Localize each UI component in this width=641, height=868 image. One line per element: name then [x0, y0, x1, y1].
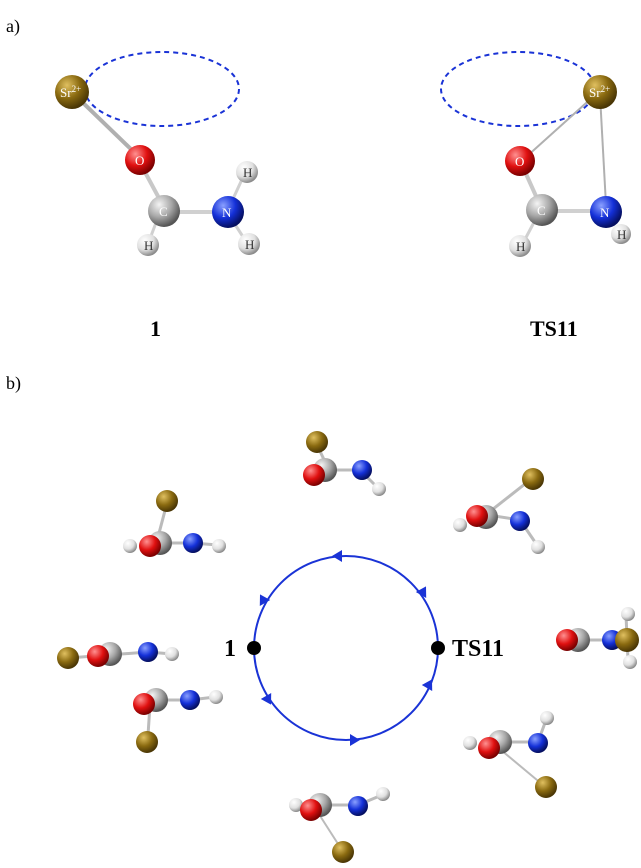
- coordination-ellipse-left: [84, 51, 240, 127]
- o-label: O: [515, 154, 524, 169]
- n-label: N: [222, 205, 232, 220]
- molecule-snapshot-right: [556, 607, 639, 669]
- c-label: C: [159, 204, 168, 219]
- hydrogen-atom: [238, 233, 260, 255]
- pathway-circle: [253, 555, 439, 741]
- strontium-atom: [583, 75, 617, 109]
- o-label: O: [135, 153, 144, 168]
- h-label: H: [245, 237, 254, 252]
- sr-label: Sr2+: [60, 84, 81, 100]
- hydrogen-atom: [137, 234, 159, 256]
- molecule-snapshot-left: [57, 642, 179, 669]
- n-label: N: [600, 205, 610, 220]
- oxygen-atom: [125, 145, 155, 175]
- molecule-snapshot-bottom: [289, 787, 390, 863]
- point-1-label: 1: [224, 636, 236, 662]
- strontium-atom: [55, 75, 89, 109]
- oxygen-atom: [505, 146, 535, 176]
- nitrogen-atom: [212, 196, 244, 228]
- carbon-atom: [526, 194, 558, 226]
- molecule-snapshot-upper-left: [123, 490, 226, 557]
- arrow-icon: [260, 693, 272, 705]
- reaction-circle: [247, 550, 445, 746]
- h-label: H: [243, 165, 252, 180]
- molecule-snapshot-lower-right: [463, 711, 557, 798]
- arrow-icon: [421, 679, 433, 691]
- carbon-atom: [148, 195, 180, 227]
- structure-ts11-caption: TS11: [530, 316, 578, 341]
- structure-ts11-molecule: Sr2+ O C N H H: [440, 51, 631, 257]
- h-label: H: [617, 227, 626, 242]
- arrow-icon: [415, 586, 427, 598]
- c-label: C: [537, 203, 546, 218]
- molecule-snapshot-upper-right: [453, 468, 545, 554]
- arrow-icon: [350, 734, 360, 746]
- panel-b-label: b): [6, 373, 21, 394]
- molecule-snapshot-lower-left: [133, 688, 223, 753]
- panel-a-label: a): [6, 16, 20, 37]
- hydrogen-atom: [509, 235, 531, 257]
- molecule-snapshot-top: [303, 431, 386, 496]
- point-ts11-marker: [431, 641, 445, 655]
- hydrogen-atom: [611, 224, 631, 244]
- h-label: H: [144, 238, 153, 253]
- nitrogen-atom: [590, 196, 622, 228]
- point-ts11-label: TS11: [452, 636, 504, 662]
- arrow-icon: [259, 594, 271, 606]
- structure-1-molecule: Sr2+ O C N H H H: [55, 51, 260, 256]
- bond-sr-o: [76, 96, 139, 157]
- bond-sr-o: [524, 94, 596, 159]
- sr-label: Sr2+: [589, 84, 610, 100]
- bond-sr-n: [599, 94, 607, 206]
- point-1-marker: [247, 641, 261, 655]
- structure-1-caption: 1: [150, 316, 161, 341]
- h-label: H: [516, 239, 525, 254]
- hydrogen-atom: [236, 161, 258, 183]
- arrow-icon: [332, 550, 342, 562]
